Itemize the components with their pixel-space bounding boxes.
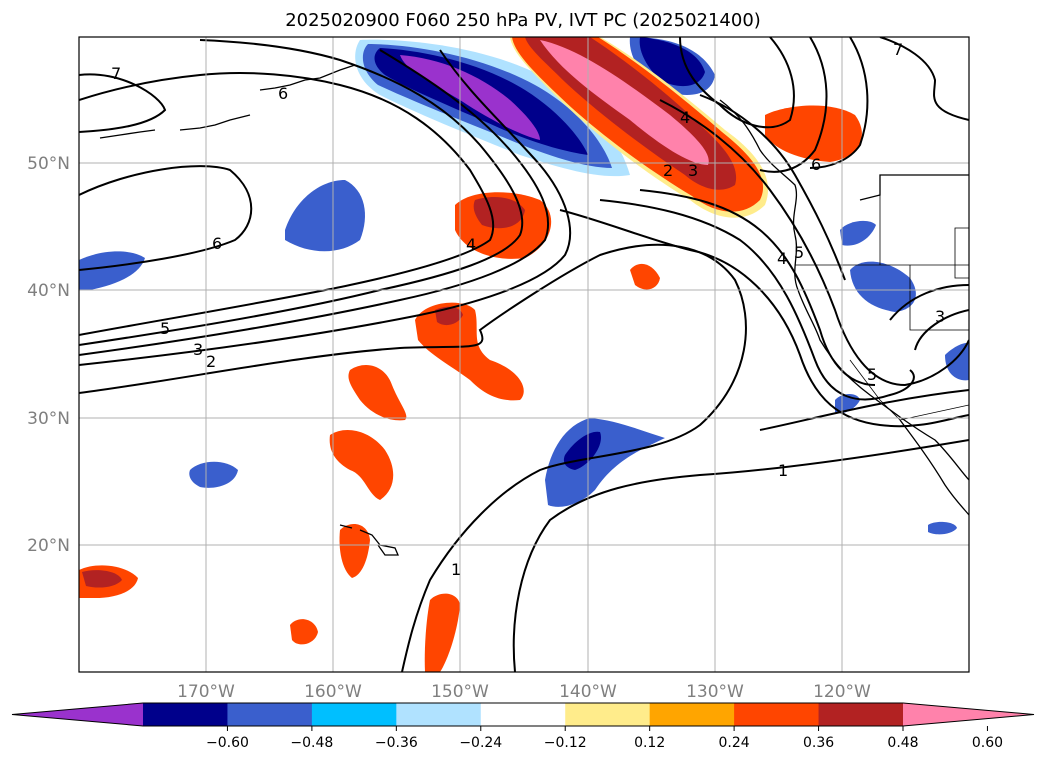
colorbar-tick-label: 0.24 bbox=[719, 735, 750, 751]
lon-label: 150°W bbox=[431, 682, 489, 702]
colorbar-tick-label: −0.24 bbox=[459, 735, 502, 751]
contour-label: 1 bbox=[778, 461, 788, 480]
gridlines bbox=[79, 37, 969, 672]
colorbar-segment bbox=[480, 703, 566, 726]
colorbar-segment bbox=[311, 703, 397, 726]
map-layer bbox=[79, 37, 969, 672]
latitude-labels: 50°N 40°N 30°N 20°N bbox=[27, 154, 70, 556]
contour-label: 7 bbox=[893, 40, 903, 59]
colorbar-segment bbox=[818, 703, 904, 726]
contour-label: 4 bbox=[466, 235, 476, 254]
lat-label: 50°N bbox=[27, 154, 70, 174]
longitude-labels: 170°W 160°W 150°W 140°W 130°W 120°W bbox=[177, 682, 871, 702]
colorbar-tick-label: 0.36 bbox=[803, 735, 834, 751]
contour-label: 1 bbox=[451, 560, 461, 579]
contour-label: 5 bbox=[160, 319, 170, 338]
lon-label: 130°W bbox=[686, 682, 744, 702]
colorbar-tick-label: 0.48 bbox=[887, 735, 918, 751]
lat-label: 30°N bbox=[27, 409, 70, 429]
colorbar-extend-min bbox=[12, 703, 143, 726]
colorbar: −0.60 −0.48 −0.36 −0.24 −0.12 0.12 0.24 0.36 0.4… bbox=[11, 702, 1035, 751]
lon-label: 170°W bbox=[177, 682, 235, 702]
colorbar-segment bbox=[565, 703, 651, 726]
contour-label: 6 bbox=[278, 84, 288, 103]
contour-label: 3 bbox=[935, 307, 945, 326]
colorbar-extend-max bbox=[903, 703, 1034, 726]
contour-label: 2 bbox=[663, 161, 673, 180]
colorbar-segment bbox=[734, 703, 820, 726]
contour-labels: 7 6 6 5 3 2 4 4 3 2 6 5 4 3 5 1 1 7 bbox=[111, 40, 945, 579]
contour-label: 4 bbox=[777, 249, 787, 268]
colorbar-tick-label: 0.12 bbox=[634, 735, 665, 751]
colorbar-segment bbox=[143, 703, 228, 726]
contour-label: 4 bbox=[680, 108, 690, 127]
contour-label: 6 bbox=[212, 234, 222, 253]
contour-label: 6 bbox=[811, 155, 821, 174]
colorbar-segment bbox=[396, 703, 482, 726]
lon-label: 120°W bbox=[813, 682, 871, 702]
lat-label: 40°N bbox=[27, 281, 70, 301]
contour-label: 5 bbox=[794, 243, 804, 262]
colorbar-outline bbox=[11, 702, 1035, 727]
colorbar-segment bbox=[649, 703, 735, 726]
contour-label: 3 bbox=[193, 340, 203, 359]
contour-label: 5 bbox=[867, 365, 877, 384]
contour-label: 2 bbox=[206, 352, 216, 371]
lon-label: 160°W bbox=[304, 682, 362, 702]
map-title: 2025020900 F060 250 hPa PV, IVT PC (2025… bbox=[285, 10, 761, 31]
borders bbox=[795, 195, 969, 421]
contour-label: 7 bbox=[111, 64, 121, 83]
colorbar-tick-label: −0.36 bbox=[375, 735, 418, 751]
colorbar-tick-label: 0.60 bbox=[972, 735, 1003, 751]
colorbar-tick-label: −0.60 bbox=[206, 735, 249, 751]
lat-label: 20°N bbox=[27, 536, 70, 556]
colorbar-tick-label: −0.48 bbox=[290, 735, 333, 751]
lon-label: 140°W bbox=[559, 682, 617, 702]
colorbar-segment bbox=[227, 703, 313, 726]
map-frame bbox=[78, 36, 970, 673]
contour-label: 3 bbox=[688, 161, 698, 180]
colorbar-tick-label: −0.12 bbox=[544, 735, 587, 751]
